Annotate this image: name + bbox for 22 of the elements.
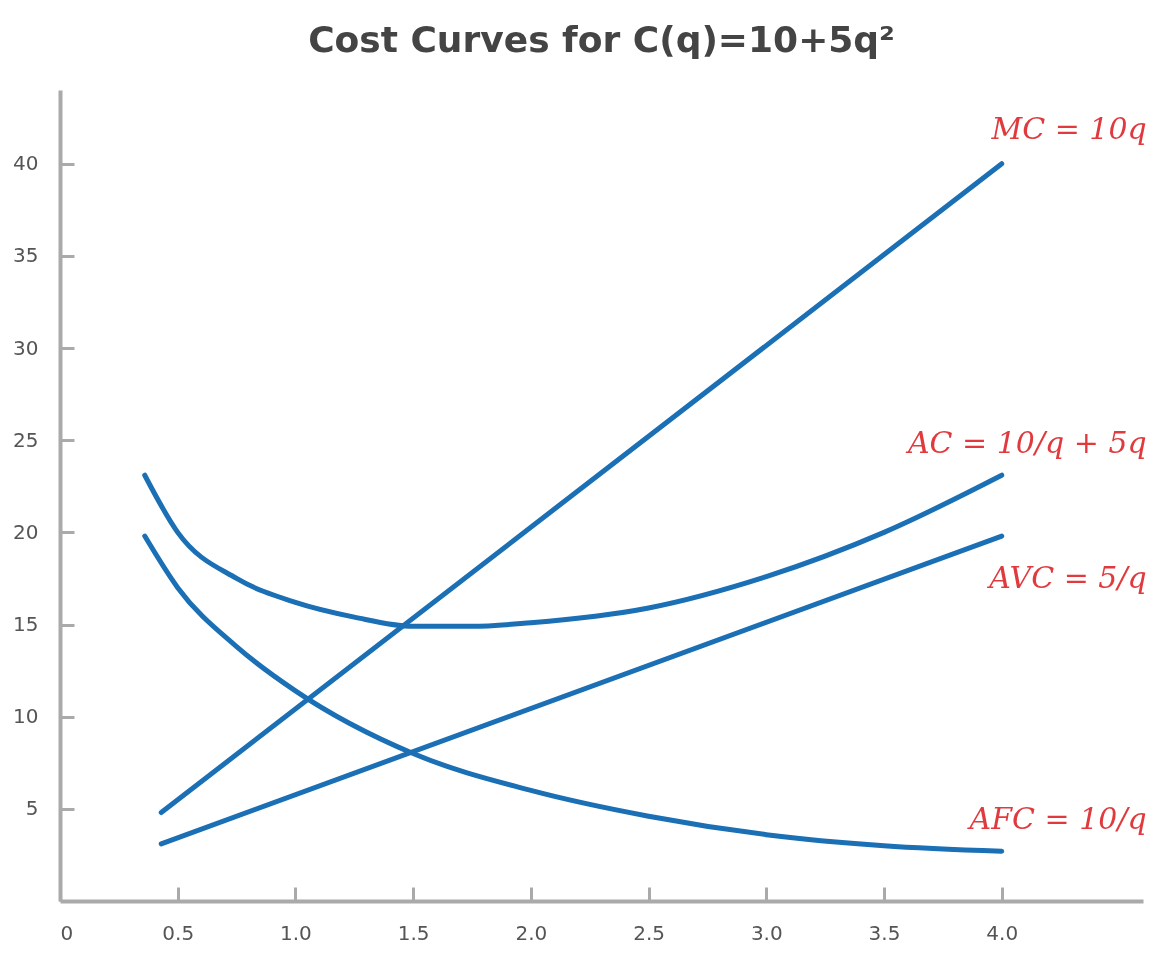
- y-tick-label: 20: [13, 519, 39, 544]
- x-tick-label: 1.0: [280, 920, 312, 945]
- x-tick-label: 3.0: [750, 920, 783, 945]
- y-tick-label: 35: [13, 243, 39, 268]
- y-tick-label: 15: [13, 612, 39, 637]
- series-label: AFC = 10/q: [966, 801, 1147, 837]
- x-tick-label: 0: [60, 920, 74, 945]
- chart-title: Cost Curves for C(q)=10+5q²: [308, 19, 895, 60]
- x-tick-label: 3.5: [868, 920, 901, 945]
- x-tick-label: 4.0: [986, 920, 1019, 945]
- x-tick-label: 1.5: [397, 920, 430, 945]
- x-tick-label: 0.5: [162, 920, 195, 945]
- y-tick-label: 30: [13, 335, 39, 360]
- y-tick-label: 40: [13, 151, 39, 176]
- series-label: MC = 10q: [990, 110, 1147, 146]
- x-tick-label: 2.5: [633, 920, 665, 945]
- y-tick-label: 25: [13, 427, 39, 452]
- x-tick-label: 2.0: [515, 920, 548, 945]
- y-tick-label: 10: [13, 704, 39, 729]
- series-label: AVC = 5/q: [986, 560, 1147, 596]
- y-tick-label: 5: [25, 796, 39, 821]
- series-label: AC = 10/q + 5q: [904, 425, 1147, 461]
